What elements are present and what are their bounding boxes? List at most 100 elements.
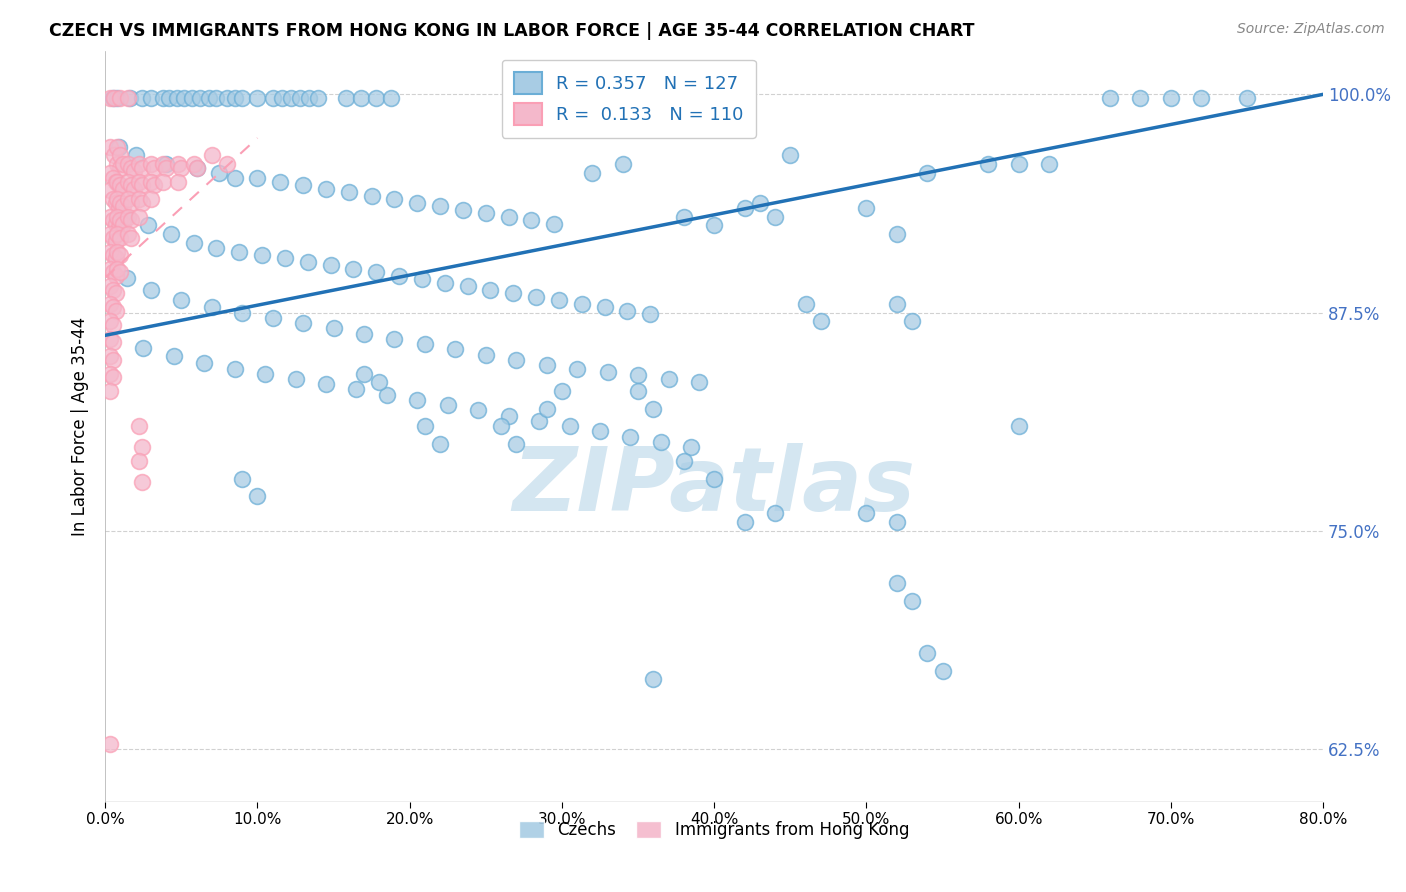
Point: [105, 262, 128, 277]
Point: [104, 195, 127, 210]
Point: [779, 148, 801, 162]
Point: [152, 91, 174, 105]
Point: [565, 361, 588, 376]
Point: [215, 157, 238, 171]
Point: [520, 213, 543, 227]
Point: [627, 368, 650, 383]
Point: [444, 343, 467, 357]
Point: [167, 157, 190, 171]
Point: [110, 230, 132, 244]
Point: [433, 276, 456, 290]
Point: [413, 337, 436, 351]
Point: [657, 372, 679, 386]
Point: [855, 507, 877, 521]
Point: [108, 220, 131, 235]
Point: [105, 91, 128, 105]
Point: [457, 279, 479, 293]
Point: [105, 157, 128, 171]
Point: [763, 210, 786, 224]
Legend: Czechs, Immigrants from Hong Kong: Czechs, Immigrants from Hong Kong: [513, 814, 915, 846]
Y-axis label: In Labor Force | Age 35-44: In Labor Force | Age 35-44: [72, 317, 89, 536]
Point: [901, 593, 924, 607]
Point: [688, 376, 710, 390]
Point: [139, 283, 162, 297]
Point: [581, 166, 603, 180]
Point: [297, 255, 319, 269]
Point: [110, 148, 132, 162]
Point: [120, 213, 142, 227]
Point: [1098, 91, 1121, 105]
Point: [139, 175, 162, 189]
Point: [366, 265, 388, 279]
Point: [524, 290, 547, 304]
Point: [188, 91, 211, 105]
Point: [101, 318, 124, 332]
Point: [502, 286, 524, 301]
Point: [319, 259, 342, 273]
Point: [110, 248, 132, 262]
Point: [548, 293, 571, 308]
Point: [672, 210, 695, 224]
Point: [131, 91, 153, 105]
Point: [201, 148, 224, 162]
Point: [498, 409, 520, 423]
Point: [353, 367, 375, 381]
Point: [131, 440, 153, 454]
Point: [681, 440, 703, 454]
Point: [101, 370, 124, 384]
Point: [115, 270, 138, 285]
Point: [734, 201, 756, 215]
Point: [977, 157, 1000, 171]
Point: [307, 91, 329, 105]
Point: [350, 91, 373, 105]
Text: ZIPatlas: ZIPatlas: [513, 442, 915, 530]
Point: [298, 91, 321, 105]
Point: [262, 91, 284, 105]
Point: [118, 91, 141, 105]
Point: [388, 268, 411, 283]
Point: [117, 91, 139, 105]
Point: [638, 307, 661, 321]
Point: [337, 185, 360, 199]
Point: [596, 365, 619, 379]
Point: [498, 210, 520, 224]
Text: Source: ZipAtlas.com: Source: ZipAtlas.com: [1237, 22, 1385, 37]
Point: [183, 235, 205, 250]
Point: [748, 195, 770, 210]
Point: [429, 199, 451, 213]
Point: [131, 195, 153, 210]
Point: [136, 219, 159, 233]
Point: [117, 210, 139, 224]
Point: [901, 314, 924, 328]
Point: [101, 213, 124, 227]
Point: [1129, 91, 1152, 105]
Point: [117, 227, 139, 241]
Point: [1189, 91, 1212, 105]
Point: [254, 367, 277, 381]
Point: [128, 419, 150, 434]
Point: [98, 314, 121, 328]
Point: [794, 297, 817, 311]
Point: [104, 252, 127, 266]
Point: [101, 192, 124, 206]
Point: [110, 213, 132, 227]
Point: [1008, 419, 1031, 434]
Point: [931, 664, 953, 678]
Point: [246, 171, 269, 186]
Point: [479, 283, 502, 297]
Point: [224, 171, 246, 186]
Point: [110, 265, 132, 279]
Point: [413, 419, 436, 434]
Point: [250, 248, 273, 262]
Point: [280, 91, 302, 105]
Point: [170, 161, 193, 175]
Point: [703, 219, 725, 233]
Point: [917, 166, 939, 180]
Point: [274, 252, 297, 266]
Point: [246, 91, 269, 105]
Point: [589, 425, 612, 439]
Point: [643, 673, 665, 687]
Point: [98, 139, 121, 153]
Point: [108, 178, 131, 193]
Point: [475, 206, 498, 220]
